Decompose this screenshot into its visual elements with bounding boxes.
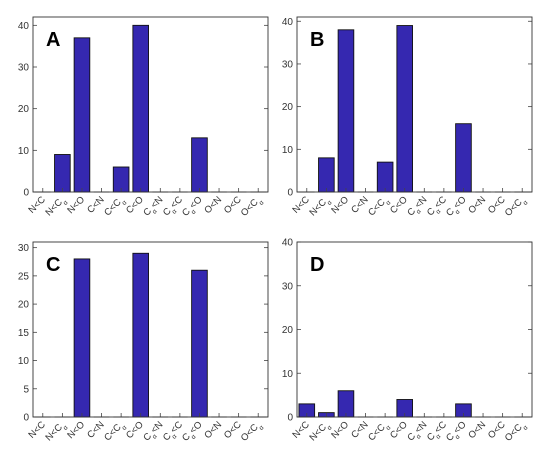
x-tick-label: O<Cα <box>239 194 265 220</box>
bar <box>54 154 71 193</box>
y-tick-label: 20 <box>18 300 30 311</box>
y-tick-label: 40 <box>18 21 30 32</box>
bar <box>132 252 149 418</box>
chart-panel-d: 010203040N<CN<CαN<OC<NC<CαC<OCα<NCα<CCα<… <box>282 238 533 445</box>
y-tick-label: 0 <box>23 413 29 424</box>
y-tick-label: 40 <box>282 238 294 249</box>
plot-area <box>33 17 268 192</box>
plot-area <box>297 17 532 192</box>
bar <box>455 123 472 193</box>
bar <box>73 37 91 193</box>
chart-panel-b: 010203040N<CN<CαN<OC<NC<CαC<OCα<NCα<CCα<… <box>282 16 533 220</box>
panel-label: B <box>310 29 324 51</box>
y-tick-label: 0 <box>287 188 293 199</box>
y-tick-label: 15 <box>18 328 30 339</box>
y-tick-label: 30 <box>282 59 294 70</box>
y-tick-label: 40 <box>282 17 294 28</box>
panel-label: D <box>310 254 324 276</box>
y-tick-label: 5 <box>23 384 29 395</box>
panel-label: C <box>46 254 60 276</box>
bar <box>318 157 335 193</box>
y-tick-label: 10 <box>18 146 30 157</box>
x-tick-label: O<Cα <box>239 419 265 445</box>
x-tick-label: O<N <box>202 194 224 216</box>
y-tick-label: 20 <box>18 104 30 115</box>
x-tick-label: O<N <box>466 194 488 216</box>
bar <box>337 29 355 193</box>
y-tick-label: 10 <box>18 356 30 367</box>
x-tick-label: N<O <box>65 419 87 441</box>
plot-frame <box>32 16 269 193</box>
bar <box>191 269 208 418</box>
x-tick-label: N<O <box>329 419 351 441</box>
plot-frame <box>32 241 269 418</box>
plot-area <box>297 242 532 417</box>
x-tick-label: O<Cα <box>503 419 529 445</box>
y-tick-label: 30 <box>18 243 30 254</box>
y-tick-label: 20 <box>282 102 294 113</box>
chart-panel-a: 010203040N<CN<CαN<OC<NC<CαC<OCα<NCα<CCα<… <box>18 16 269 220</box>
chart-panel-c: 051015202530N<CN<CαN<OC<NC<CαC<OCα<NCα<C… <box>18 241 269 445</box>
y-tick-label: 20 <box>282 325 294 336</box>
plot-frame <box>296 16 533 193</box>
x-tick-label: O<N <box>466 419 488 441</box>
x-tick-label: O<N <box>202 419 224 441</box>
y-tick-label: 10 <box>282 369 294 380</box>
bar <box>132 24 149 193</box>
y-tick-label: 30 <box>18 63 30 74</box>
panel-label: A <box>46 29 60 51</box>
plot-frame <box>296 241 533 418</box>
bar <box>376 161 394 193</box>
bar <box>191 137 208 193</box>
bar <box>73 258 91 418</box>
y-tick-label: 0 <box>23 188 29 199</box>
y-tick-label: 10 <box>282 145 294 156</box>
plot-area <box>33 242 268 417</box>
x-tick-label: N<O <box>65 194 87 216</box>
x-tick-label: O<Cα <box>503 194 529 220</box>
y-tick-label: 25 <box>18 271 30 282</box>
y-tick-label: 0 <box>287 413 293 424</box>
y-tick-label: 30 <box>282 281 294 292</box>
x-tick-label: N<O <box>329 194 351 216</box>
bar <box>396 25 413 193</box>
